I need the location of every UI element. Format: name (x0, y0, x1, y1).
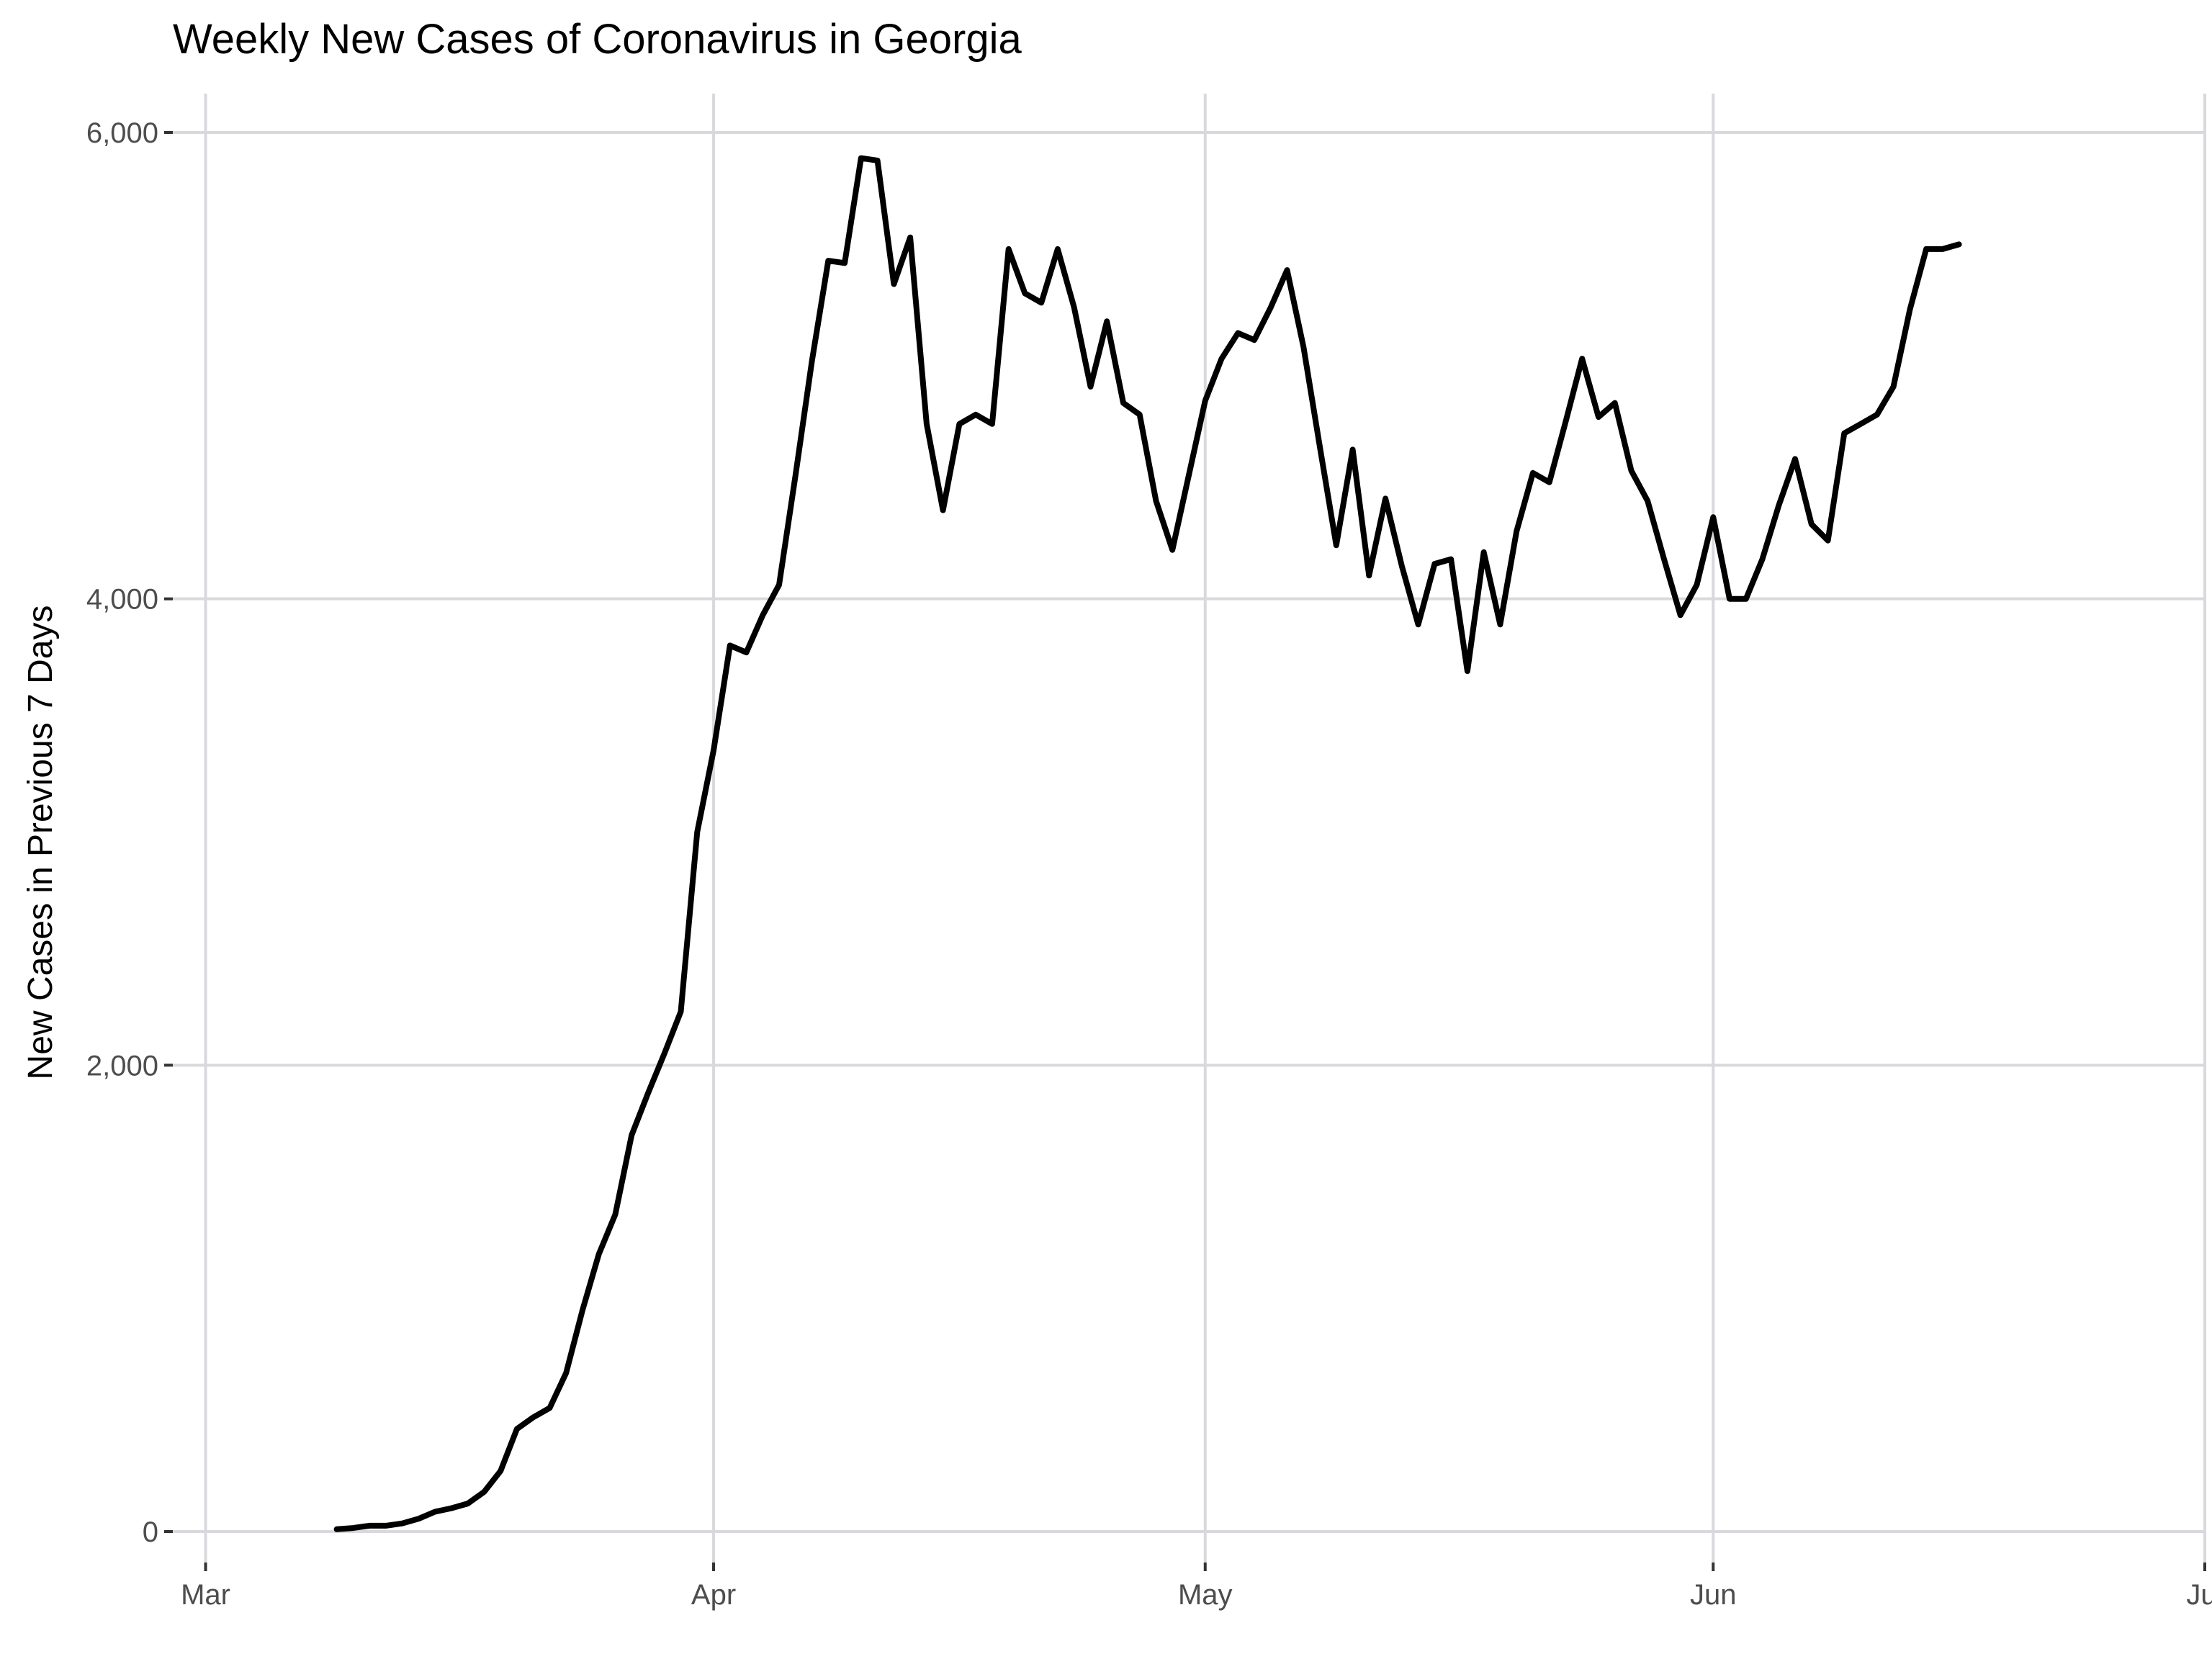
y-tick-label: 6,000 (86, 117, 158, 149)
x-tick-label: Mar (181, 1579, 230, 1611)
series-line-0 (333, 155, 1962, 1532)
chart-title: Weekly New Cases of Coronavirus in Georg… (173, 16, 1022, 63)
x-tick-label: May (1178, 1579, 1233, 1611)
y-axis-title: New Cases in Previous 7 Days (22, 606, 60, 1080)
gridlines (173, 94, 2206, 1563)
x-tick-label: Jul (2186, 1579, 2212, 1611)
axis-ticks: 0 2,000 4,000 6,000 Mar Apr May Jun Jul (86, 117, 2212, 1611)
y-tick-label: 4,000 (86, 584, 158, 616)
x-tick-label: Apr (691, 1579, 736, 1611)
y-tick-label: 0 (143, 1516, 158, 1548)
series-layer (333, 155, 1962, 1532)
x-tick-label: Jun (1690, 1579, 1737, 1611)
y-tick-label: 2,000 (86, 1050, 158, 1082)
